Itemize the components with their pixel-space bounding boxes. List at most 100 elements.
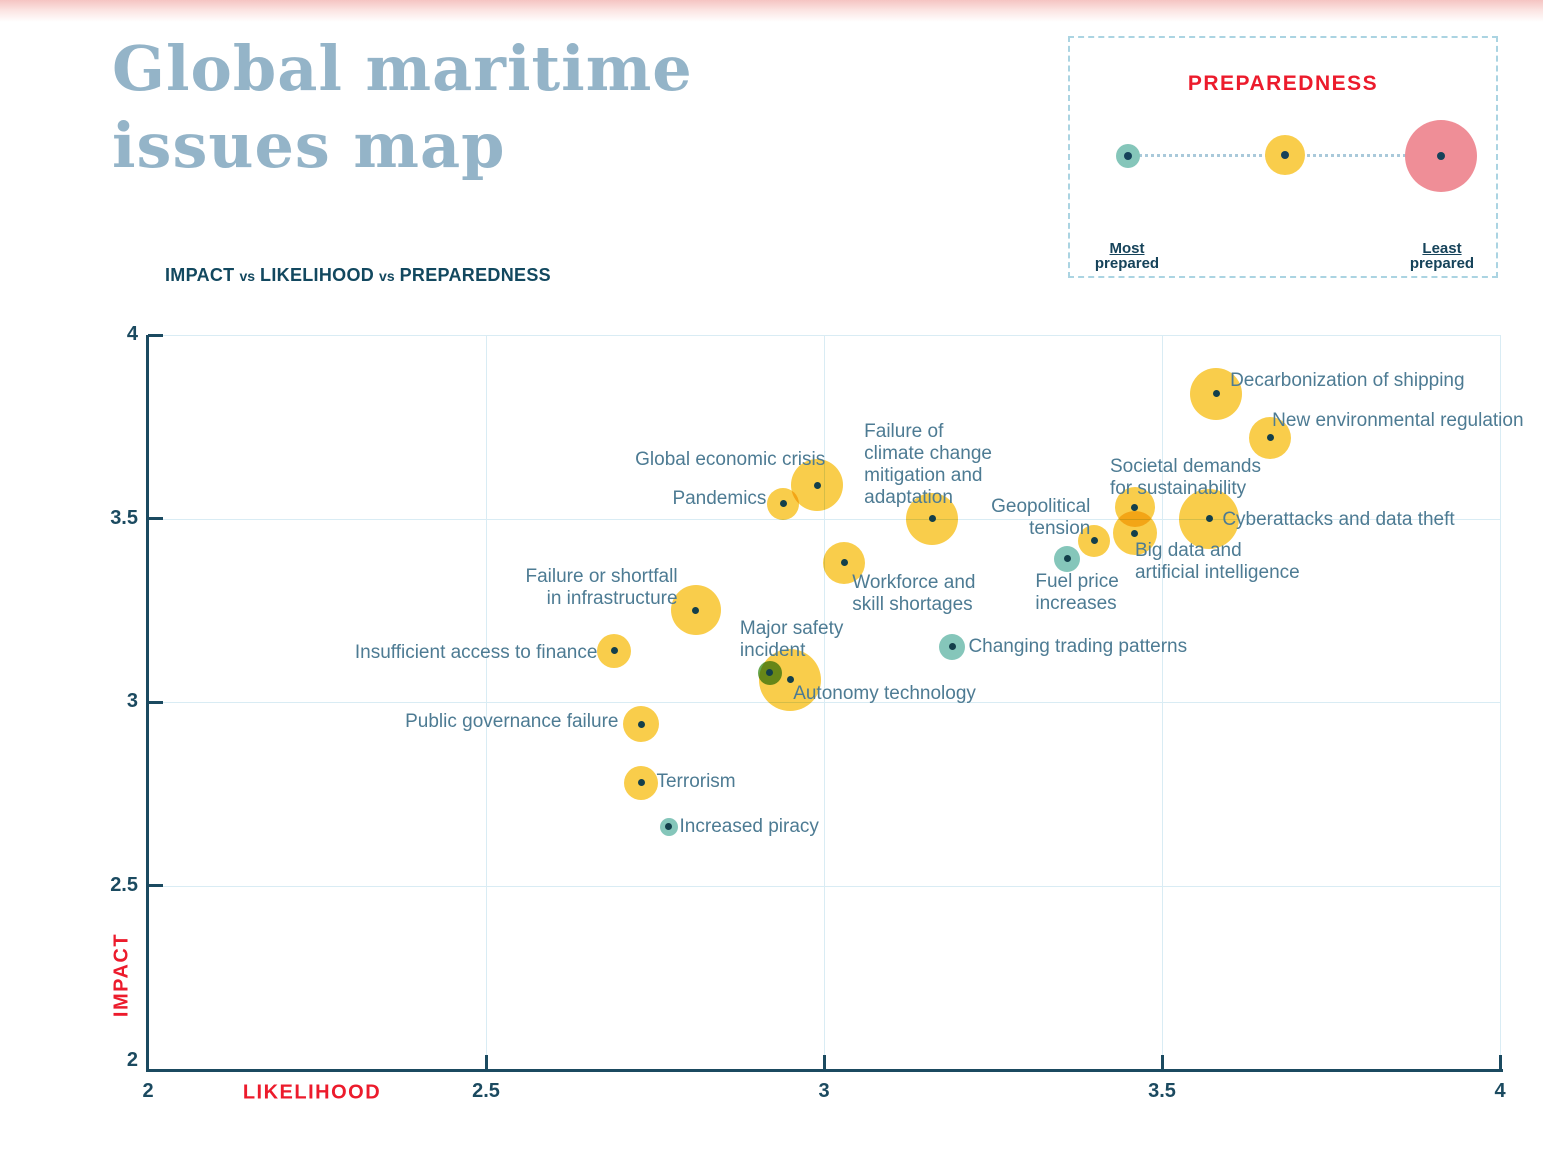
bubble-dot-major-safety-incident xyxy=(766,669,774,677)
x-tickmark-2.5 xyxy=(484,1055,488,1069)
page-title: Global maritime issues map xyxy=(112,30,693,184)
bubble-dot-cyberattacks-and-data-theft xyxy=(1205,515,1213,522)
bubble-label-geopolitical-tension-line1: Geopolitical xyxy=(991,495,1091,517)
bubble-label-failure-of-climate-change-mitigation-and-adaptation-line3: mitigation and xyxy=(864,464,983,486)
x-ticklabel-3.5: 3.5 xyxy=(1148,1080,1176,1102)
bubble-label-increased-piracy-line1: Increased piracy xyxy=(679,815,819,837)
chart-subtitle: IMPACT vs LIKELIHOOD vs PREPAREDNESS xyxy=(165,265,551,286)
bubble-label-failure-of-climate-change-mitigation-and-adaptation-line1: Failure of xyxy=(864,420,944,442)
bubble-label-workforce-and-skill-shortages: Workforce and skill shortages xyxy=(852,572,975,616)
bubble-label-workforce-and-skill-shortages-line2: skill shortages xyxy=(852,593,973,615)
legend-dot-least-prepared xyxy=(1437,152,1445,160)
bubble-dot-autonomy-technology xyxy=(786,676,794,684)
y-ticklabel-3.5: 3.5 xyxy=(110,506,138,529)
legend-dot-mid-prepared xyxy=(1281,151,1289,159)
bubble-label-failure-of-climate-change-mitigation-and-adaptation: Failure of climate change mitigation and ad… xyxy=(864,421,992,509)
legend-most-rest: prepared xyxy=(1094,255,1160,272)
y-ticklabel-2: 2 xyxy=(126,1049,138,1071)
x-axis-line xyxy=(146,1069,1503,1072)
bubble-label-fuel-price-increases-line1: Fuel price xyxy=(1035,570,1119,592)
y-axis-line xyxy=(146,335,149,1072)
bubble-label-global-economic-crisis-line1: Global economic crisis xyxy=(635,449,826,471)
bubble-label-workforce-and-skill-shortages-line1: Workforce and xyxy=(852,571,976,593)
bubble-label-fuel-price-increases-line2: increases xyxy=(1035,592,1117,614)
bubble-label-major-safety-incident-line1: Major safety xyxy=(739,617,844,639)
bubble-label-big-data-and-artificial-intelligence: Big data and artificial intelligence xyxy=(1135,540,1300,584)
bubble-label-pandemics-line1: Pandemics xyxy=(672,487,767,509)
legend-least-prepared-label: Least prepared xyxy=(1377,241,1507,271)
bubble-label-cyberattacks-and-data-theft: Cyberattacks and data theft xyxy=(1222,509,1454,531)
subtitle-vs1: vs xyxy=(239,268,256,284)
bubble-label-big-data-and-artificial-intelligence-line1: Big data and xyxy=(1134,540,1242,562)
x-tickmark-4 xyxy=(1498,1055,1502,1069)
bubble-label-autonomy-technology-line1: Autonomy technology xyxy=(793,682,976,704)
y-tickmark-3.5 xyxy=(148,517,163,520)
bubble-label-public-governance-failure-line1: Public governance failure xyxy=(405,711,619,733)
bubble-dot-insufficient-access-to-finance xyxy=(610,647,618,655)
bubble-dot-fuel-price-increases xyxy=(1063,555,1071,563)
y-ticklabel-4: 4 xyxy=(126,323,138,345)
bubble-label-pandemics: Pandemics xyxy=(672,488,766,510)
bubble-label-terrorism: Terrorism xyxy=(656,771,735,793)
bubble-label-insufficient-access-to-finance-line1: Insufficient access to finance xyxy=(354,641,598,663)
bubble-label-new-environmental-regulation: New environmental regulation xyxy=(1272,410,1523,432)
gridline-v-3.5 xyxy=(1162,335,1163,1069)
bubble-dot-increased-piracy xyxy=(665,823,673,831)
page-title-line2: issues map xyxy=(112,109,506,182)
bubble-label-insufficient-access-to-finance: Insufficient access to finance xyxy=(355,642,598,664)
bubble-dot-decarbonization-of-shipping xyxy=(1212,390,1220,398)
bubble-label-decarbonization-of-shipping-line1: Decarbonization of shipping xyxy=(1230,369,1465,391)
bubble-label-changing-trading-patterns-line1: Changing trading patterns xyxy=(968,635,1188,657)
bubble-label-terrorism-line1: Terrorism xyxy=(656,770,736,792)
x-ticklabel-4: 4 xyxy=(1494,1080,1506,1102)
bubble-dot-pandemics xyxy=(779,500,787,508)
bubble-dot-workforce-and-skill-shortages xyxy=(840,559,848,567)
bubble-label-geopolitical-tension: Geopolitical tension xyxy=(991,496,1090,540)
bubble-label-decarbonization-of-shipping: Decarbonization of shipping xyxy=(1230,370,1465,392)
x-tickmark-3.5 xyxy=(1160,1055,1164,1069)
bubble-label-major-safety-incident: Major safety incident xyxy=(740,618,843,662)
legend-most-prepared-label: Most prepared xyxy=(1062,241,1192,271)
bubble-label-societal-demands-for-sustainability-line1: Societal demands xyxy=(1109,456,1261,478)
x-axis-title: LIKELIHOOD xyxy=(242,1081,382,1104)
bubble-label-cyberattacks-and-data-theft-line1: Cyberattacks and data theft xyxy=(1222,508,1455,530)
bubble-dot-failure-of-climate-change-mitigation-and-adaptation xyxy=(928,515,936,522)
y-ticklabel-2.5: 2.5 xyxy=(110,873,138,896)
bubble-label-big-data-and-artificial-intelligence-line2: artificial intelligence xyxy=(1134,562,1300,584)
bubble-dot-public-governance-failure xyxy=(637,720,645,728)
gridline-v-2.5 xyxy=(486,335,487,1069)
bubble-dot-new-environmental-regulation xyxy=(1266,434,1274,442)
bubble-label-societal-demands-for-sustainability: Societal demands for sustainability xyxy=(1110,456,1261,500)
legend-least-rest: prepared xyxy=(1409,255,1475,272)
bubble-dot-terrorism xyxy=(637,779,645,787)
page-title-line1: Global maritime xyxy=(112,32,693,105)
gridline-v-4 xyxy=(1500,335,1501,1069)
bubble-dot-big-data-and-artificial-intelligence xyxy=(1131,529,1139,537)
subtitle-likelihood: LIKELIHOOD xyxy=(260,265,375,285)
bubble-label-major-safety-incident-line2: incident xyxy=(739,639,806,661)
legend-dot-most-prepared xyxy=(1124,152,1132,160)
bubble-label-failure-or-shortfall-in-infrastructure: Failure or shortfall in infrastructure xyxy=(525,566,677,610)
bubble-label-failure-of-climate-change-mitigation-and-adaptation-line4: adaptation xyxy=(864,486,953,508)
bubble-label-geopolitical-tension-line2: tension xyxy=(1029,517,1091,539)
legend-most-word: Most xyxy=(1109,240,1145,257)
bubble-label-public-governance-failure: Public governance failure xyxy=(405,711,618,733)
bubble-dot-societal-demands-for-sustainability xyxy=(1131,503,1139,511)
legend-title: PREPAREDNESS xyxy=(1187,72,1379,95)
subtitle-preparedness: PREPAREDNESS xyxy=(399,265,551,285)
top-accent-bar xyxy=(0,0,1543,22)
y-ticklabel-3: 3 xyxy=(126,690,138,712)
y-tickmark-4 xyxy=(148,333,163,337)
bubble-dot-failure-or-shortfall-in-infrastructure xyxy=(692,606,700,614)
bubble-label-autonomy-technology: Autonomy technology xyxy=(793,683,976,705)
bubble-dot-changing-trading-patterns xyxy=(948,643,956,651)
subtitle-vs2: vs xyxy=(379,268,395,284)
bubble-label-new-environmental-regulation-line1: New environmental regulation xyxy=(1272,409,1524,431)
x-ticklabel-2.5: 2.5 xyxy=(472,1080,500,1102)
bubble-label-fuel-price-increases: Fuel price increases xyxy=(1035,571,1118,615)
gridline-v-3 xyxy=(824,335,825,1069)
x-tickmark-3 xyxy=(822,1055,826,1069)
